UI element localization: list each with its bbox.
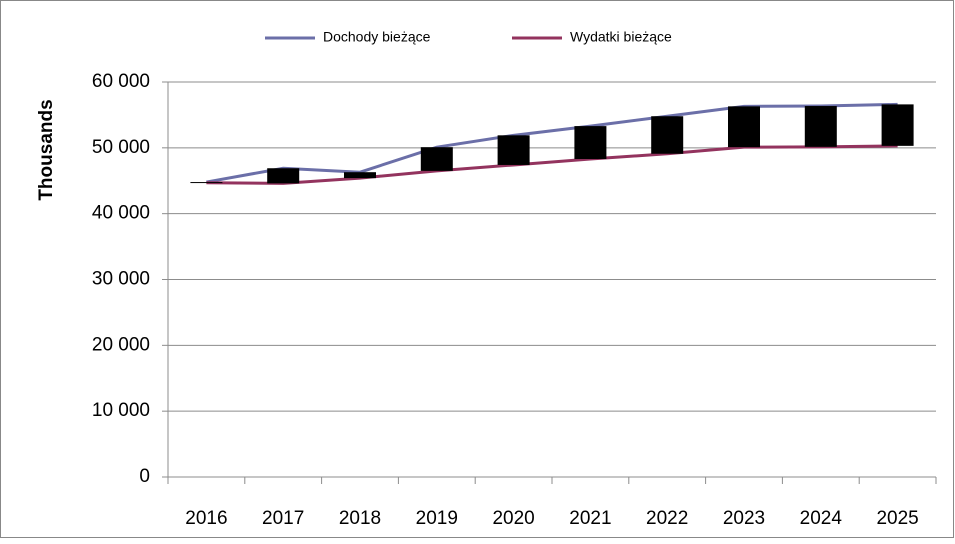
up-down-bar	[267, 168, 300, 184]
up-down-bar	[804, 106, 837, 147]
x-tick-label: 2019	[416, 508, 458, 529]
y-tick-label: 40 000	[92, 203, 150, 224]
up-down-bar	[420, 147, 453, 171]
up-down-bar	[190, 182, 223, 184]
x-tick-label: 2025	[876, 508, 918, 529]
y-tick-label: 10 000	[92, 400, 150, 421]
series-line	[206, 102, 898, 184]
x-tick-label: 2017	[262, 508, 304, 529]
up-down-bar	[651, 116, 684, 154]
y-axis-label: Thousands	[36, 99, 57, 200]
up-down-bar	[344, 172, 376, 179]
y-tick-label: 60 000	[92, 71, 150, 92]
up-down-bar	[574, 126, 607, 160]
y-tick-label: 50 000	[92, 137, 150, 158]
x-tick-label: 2022	[646, 508, 688, 529]
up-down-bar	[497, 135, 530, 165]
x-tick-label: 2021	[569, 508, 611, 529]
y-tick-label: 0	[139, 466, 150, 487]
x-tick-label: 2023	[723, 508, 765, 529]
x-tick-label: 2018	[339, 508, 381, 529]
legend-label: Wydatki bieżące	[570, 29, 672, 45]
legend-label: Dochody bieżące	[323, 29, 431, 45]
y-tick-label: 30 000	[92, 269, 150, 290]
up-down-bar	[881, 104, 914, 146]
up-down-bar	[728, 106, 760, 148]
x-tick-label: 2016	[185, 508, 227, 529]
x-tick-label: 2024	[800, 508, 843, 529]
y-tick-label: 20 000	[92, 334, 150, 355]
x-tick-label: 2020	[492, 508, 534, 529]
series-line	[206, 144, 898, 185]
